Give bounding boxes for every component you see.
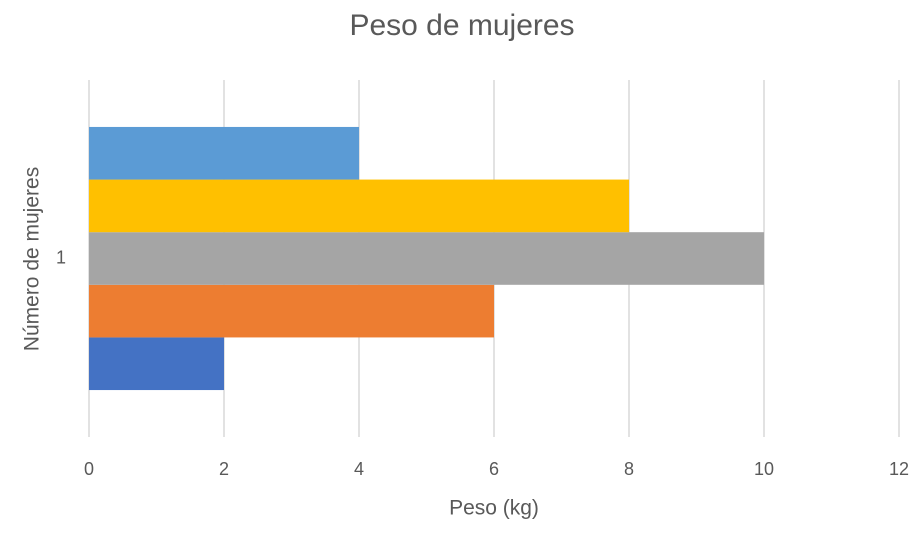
bar [89, 232, 764, 285]
x-tick-label: 6 [489, 459, 499, 479]
bar [89, 179, 629, 233]
y-axis-label: Número de mujeres [21, 167, 44, 351]
chart-title: Peso de mujeres [349, 9, 574, 42]
bar [89, 284, 494, 338]
x-axis-label: Peso (kg) [449, 497, 539, 520]
x-tick-label: 10 [754, 459, 774, 479]
bar [89, 126, 359, 180]
x-tick-label: 2 [219, 459, 229, 479]
bar [89, 337, 224, 391]
y-tick-label: 1 [56, 247, 66, 267]
x-tick-label: 4 [354, 459, 364, 479]
x-tick-label: 12 [889, 459, 909, 479]
x-tick-label: 0 [84, 459, 94, 479]
x-tick-label: 8 [624, 459, 634, 479]
